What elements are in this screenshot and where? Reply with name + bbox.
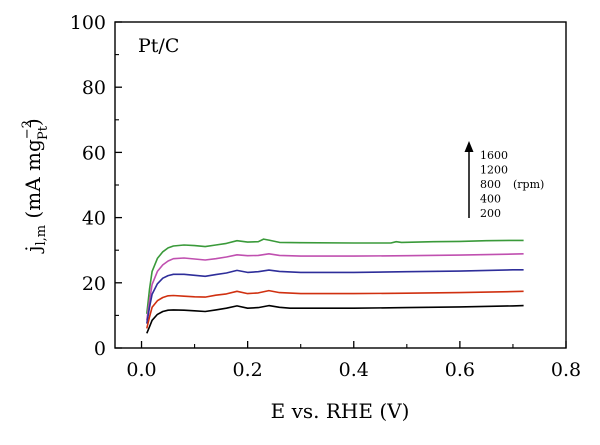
series-line-800 xyxy=(146,269,524,324)
x-axis-ticks: 0.0 0.2 0.4 0.6 0.8 xyxy=(126,341,581,381)
series-lines xyxy=(146,238,524,334)
series-line-400 xyxy=(146,289,524,329)
legend-entry: 1200 xyxy=(480,164,508,177)
y-tick-label: 100 xyxy=(70,12,106,34)
panel-label: Pt/C xyxy=(138,35,179,57)
y-tick-label: 20 xyxy=(82,273,106,295)
y-axis-ticks: 0 20 40 60 80 100 xyxy=(70,12,122,360)
y-tick-label: 80 xyxy=(82,77,106,99)
y-tick-label: 60 xyxy=(82,142,106,164)
series-line-1200 xyxy=(146,253,524,321)
legend-entry: 800 xyxy=(480,178,501,191)
x-tick-label: 0.4 xyxy=(339,359,369,381)
legend-arrow-head xyxy=(464,141,474,152)
legend-unit: (rpm) xyxy=(513,178,544,191)
y-label-unit-subscript: Pt xyxy=(36,125,51,140)
legend-entry: 200 xyxy=(480,207,501,220)
legend-entry: 400 xyxy=(480,193,501,206)
series-line-200 xyxy=(146,304,524,334)
series-line-1600 xyxy=(146,238,524,314)
y-label-unit-close: ) xyxy=(21,118,45,126)
x-tick-label: 0.6 xyxy=(445,359,475,381)
y-tick-label: 0 xyxy=(94,338,106,360)
legend-entry: 1600 xyxy=(480,149,508,162)
y-label-superscript: −2 xyxy=(20,120,35,139)
y-axis-label: jl,m (mA mg−2Pt) xyxy=(20,118,51,254)
y-label-main: j xyxy=(21,246,45,254)
y-label-unit: (mA mg xyxy=(21,139,45,225)
x-tick-label: 0.8 xyxy=(551,359,581,381)
x-tick-label: 0.2 xyxy=(233,359,263,381)
x-tick-label: 0.0 xyxy=(126,359,156,381)
y-label-subscript: l,m xyxy=(34,225,49,246)
y-tick-label: 40 xyxy=(82,208,106,230)
x-axis-label: E vs. RHE (V) xyxy=(271,399,410,423)
